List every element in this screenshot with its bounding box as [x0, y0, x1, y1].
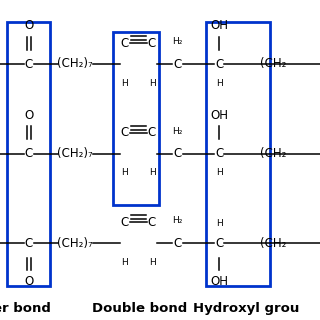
- Text: O: O: [24, 19, 33, 32]
- Text: (CH₂: (CH₂: [260, 237, 287, 250]
- Text: H: H: [121, 258, 128, 267]
- Text: H: H: [148, 258, 156, 267]
- Text: (CH₂)₇: (CH₂)₇: [57, 237, 93, 250]
- Text: C: C: [25, 58, 33, 70]
- Text: H: H: [148, 168, 156, 177]
- Text: (CH₂: (CH₂: [260, 58, 287, 70]
- Text: C: C: [215, 147, 223, 160]
- Text: H₂: H₂: [172, 216, 183, 225]
- Text: H: H: [216, 220, 223, 228]
- Text: (CH₂)₇: (CH₂)₇: [57, 147, 93, 160]
- Text: OH: OH: [210, 109, 228, 122]
- Text: C: C: [121, 37, 129, 50]
- Text: H: H: [148, 79, 156, 88]
- Text: O: O: [24, 109, 33, 122]
- Bar: [206, 22, 270, 286]
- Text: C: C: [215, 237, 223, 250]
- Text: OH: OH: [210, 19, 228, 32]
- Text: C: C: [215, 58, 223, 70]
- Text: C: C: [173, 58, 182, 70]
- Text: C: C: [25, 147, 33, 160]
- Text: Double bond: Double bond: [92, 302, 187, 315]
- Text: er bond: er bond: [0, 302, 51, 315]
- Text: OH: OH: [210, 275, 228, 288]
- Bar: [113, 32, 159, 205]
- Text: C: C: [148, 126, 156, 139]
- Text: (CH₂)₇: (CH₂)₇: [57, 58, 93, 70]
- Text: H: H: [121, 168, 128, 177]
- Text: H: H: [216, 168, 223, 177]
- Text: C: C: [148, 216, 156, 229]
- Text: H₂: H₂: [172, 127, 183, 136]
- Text: C: C: [121, 216, 129, 229]
- Text: O: O: [24, 275, 33, 288]
- Text: Hydroxyl grou: Hydroxyl grou: [193, 302, 300, 315]
- Text: (CH₂: (CH₂: [260, 147, 287, 160]
- Text: H₂: H₂: [172, 37, 183, 46]
- Bar: [7, 22, 50, 286]
- Text: C: C: [173, 147, 182, 160]
- Text: H: H: [121, 79, 128, 88]
- Text: C: C: [173, 237, 182, 250]
- Text: C: C: [25, 237, 33, 250]
- Text: C: C: [121, 126, 129, 139]
- Text: H: H: [216, 79, 223, 88]
- Text: C: C: [148, 37, 156, 50]
